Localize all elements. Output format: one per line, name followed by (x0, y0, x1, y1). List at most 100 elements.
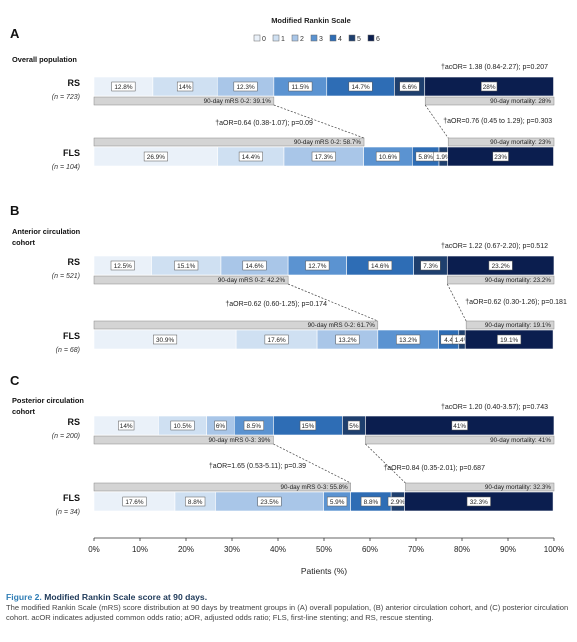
x-tick-label-1: 10% (132, 545, 148, 554)
panel-a-fls-mortality-label: 90-day mortality: 23% (490, 139, 551, 146)
panel-a-fls-data-label-4: 5.8% (418, 154, 433, 161)
panel-a-fls-data-label-box-1 (238, 151, 263, 162)
legend-label-4: 4 (338, 36, 342, 43)
panel-a-rs-mortality-label: 90-day mortality: 28% (490, 98, 551, 105)
legend-label-2: 2 (300, 36, 304, 43)
panel-a-fls-data-label-box-3 (375, 151, 400, 162)
panel-b-fls-data-label-0: 30.9% (156, 337, 174, 344)
panel-c-fls-favorable-label: 90-day mRS 0-3: 55.8% (280, 484, 348, 491)
panel-a-rs-n-label: (n = 723) (52, 94, 80, 101)
panel-c-rs-data-label-5: 5% (349, 423, 359, 430)
mrs-stacked-bar-chart: Modified Rankin Scale 0 1 2 3 4 5 6 A Overall pop… (10, 16, 567, 576)
panel-a-fls-data-label-3: 10.6% (379, 154, 397, 161)
panel-a-aor-favorable: †aOR=0.64 (0.38-1.07); p=0.09 (215, 120, 313, 127)
panel-c-rs-data-label-0: 14% (120, 423, 133, 430)
caption-figure-label: Figure 2. (6, 592, 42, 602)
panel-a-fls-data-label-6: 23% (494, 154, 507, 161)
panel-c-rs-data-label-box-1 (170, 420, 195, 431)
panel-a-rs-mortality-bar (424, 96, 555, 106)
legend-label-5: 5 (357, 36, 361, 43)
panel-c-rs-data-label-box-6 (451, 420, 468, 431)
panel-c-acor: †acOR= 1.20 (0.40-3.57); p=0.743 (441, 404, 548, 411)
panel-b-title: cohort (12, 238, 36, 247)
panel-c-rs-favorable-bar (93, 435, 274, 445)
panel-a-favorable-connector (273, 104, 365, 139)
panel-a-fls-data-label-box-2 (311, 151, 336, 162)
panel-a-rs-data-label-4: 14.7% (352, 84, 370, 91)
panel-c-rs-favorable-label: 90-day mRS 0-3: 39% (208, 437, 270, 444)
x-tick-label-9: 90% (500, 545, 516, 554)
panel-c-fls-n-label: (n = 34) (56, 509, 80, 516)
panel-c-title: Posterior circulation (12, 396, 84, 405)
panel-a-rs-data-label-box-1 (176, 81, 194, 92)
panel-b-rs-data-label-5: 7.3% (423, 263, 438, 270)
panel-c-rs-mortality-bar (365, 435, 555, 445)
x-tick-label-8: 80% (454, 545, 470, 554)
panel-a-fls-data-label-box-0 (143, 151, 168, 162)
panel-b-aor-mortality: †aOR=0.62 (0.30-1.26); p=0.181 (465, 299, 567, 306)
panel-c-fls-data-label-3: 5.9% (330, 499, 345, 506)
panel-b-rs-favorable-bar (93, 275, 289, 285)
x-tick-label-0: 0% (88, 545, 100, 554)
legend-swatch-3 (310, 34, 318, 42)
x-tick-label-3: 30% (224, 545, 240, 554)
panel-c-mortality-connector (365, 443, 406, 484)
legend-swatch-6 (367, 34, 375, 42)
panel-a-fls-data-label-box-6 (492, 151, 509, 162)
panel-b-fls-data-label-box-6 (497, 334, 522, 345)
panel-a-fls-favorable-bar (93, 137, 365, 147)
panel-a-title: Overall population (12, 55, 77, 64)
panel-b-rs-data-label-box-1 (174, 260, 199, 271)
panel-c-fls-data-label-box-3 (327, 496, 348, 507)
panel-c-fls-data-label-1: 8.8% (188, 499, 203, 506)
panel-c-rs-data-label-box-5 (347, 420, 361, 431)
panel-b-fls-group-label: FLS (63, 331, 80, 341)
panel-a-rs-data-label-6: 28% (483, 84, 496, 91)
x-tick-label-7: 70% (408, 545, 424, 554)
panel-b-rs-data-label-6: 23.2% (492, 263, 510, 270)
legend-swatch-2 (291, 34, 299, 42)
panel-b-rs-data-label-1: 15.1% (177, 263, 195, 270)
caption-title: Figure 2. Modified Rankin Scale score at… (6, 592, 572, 602)
x-tick-label-6: 60% (362, 545, 378, 554)
panel-c-fls-data-label-box-6 (466, 496, 491, 507)
panel-a-fls-mortality-bar (447, 137, 555, 147)
panel-c-rs-data-label-1: 10.5% (173, 423, 191, 430)
panel-b-rs-data-label-2: 14.6% (245, 263, 263, 270)
panel-b-fls-favorable-label: 90-day mRS 0-2: 61.7% (308, 322, 376, 329)
panel-a-acor: †acOR= 1.38 (0.84-2.27); p=0.207 (441, 64, 548, 71)
panel-c-fls-data-label-5: 2.9% (391, 499, 406, 506)
panel-b-fls-mortality-bar (465, 320, 555, 330)
panel-a-rs-data-label-1: 14% (179, 84, 192, 91)
panel-c-rs-mortality-label: 90-day mortality: 41% (490, 437, 551, 444)
panel-a-mortality-connector (424, 104, 449, 139)
panel-a-rs-data-label-box-6 (481, 81, 498, 92)
panel-c-rs-data-label-box-2 (214, 420, 227, 431)
panel-b-acor: †acOR= 1.22 (0.67-2.20); p=0.512 (441, 243, 548, 250)
panel-a-fls-favorable-label: 90-day mRS 0-2: 58.7% (294, 139, 362, 146)
panel-b-rs-mortality-bar (447, 275, 555, 285)
x-tick-label-4: 40% (270, 545, 286, 554)
legend-title: Modified Rankin Scale (271, 16, 351, 25)
panel-b-letter: B (10, 203, 19, 218)
panel-c-fls-data-label-box-0 (122, 496, 147, 507)
legend-swatch-1 (272, 34, 280, 42)
panel-c-rs-data-label-2: 6% (216, 423, 226, 430)
panel-a-rs-data-label-box-4 (348, 81, 373, 92)
panel-c-rs-group-label: RS (67, 417, 80, 427)
panel-b-fls-n-label: (n = 68) (56, 347, 80, 354)
panel-c-rs-data-label-6: 41% (453, 423, 466, 430)
panel-a-rs-group-label: RS (67, 78, 80, 88)
panel-b-title: Anterior circulation (12, 227, 81, 236)
legend-label-0: 0 (262, 36, 266, 43)
panel-b-rs-data-label-box-5 (420, 260, 441, 271)
panel-b-rs-mortality-label: 90-day mortality: 23.2% (485, 277, 552, 284)
panel-b-rs-data-label-4: 14.6% (371, 263, 389, 270)
panel-a-fls-data-label-5: 1.9% (436, 154, 451, 161)
panel-a-fls-group-label: FLS (63, 148, 80, 158)
panel-b-rs-data-label-box-0 (110, 260, 135, 271)
panel-a-fls-n-label: (n = 104) (52, 164, 80, 171)
panel-a-rs-data-label-0: 12.8% (114, 84, 132, 91)
panel-a-letter: A (10, 26, 20, 41)
panel-c-rs-data-label-box-4 (299, 420, 316, 431)
